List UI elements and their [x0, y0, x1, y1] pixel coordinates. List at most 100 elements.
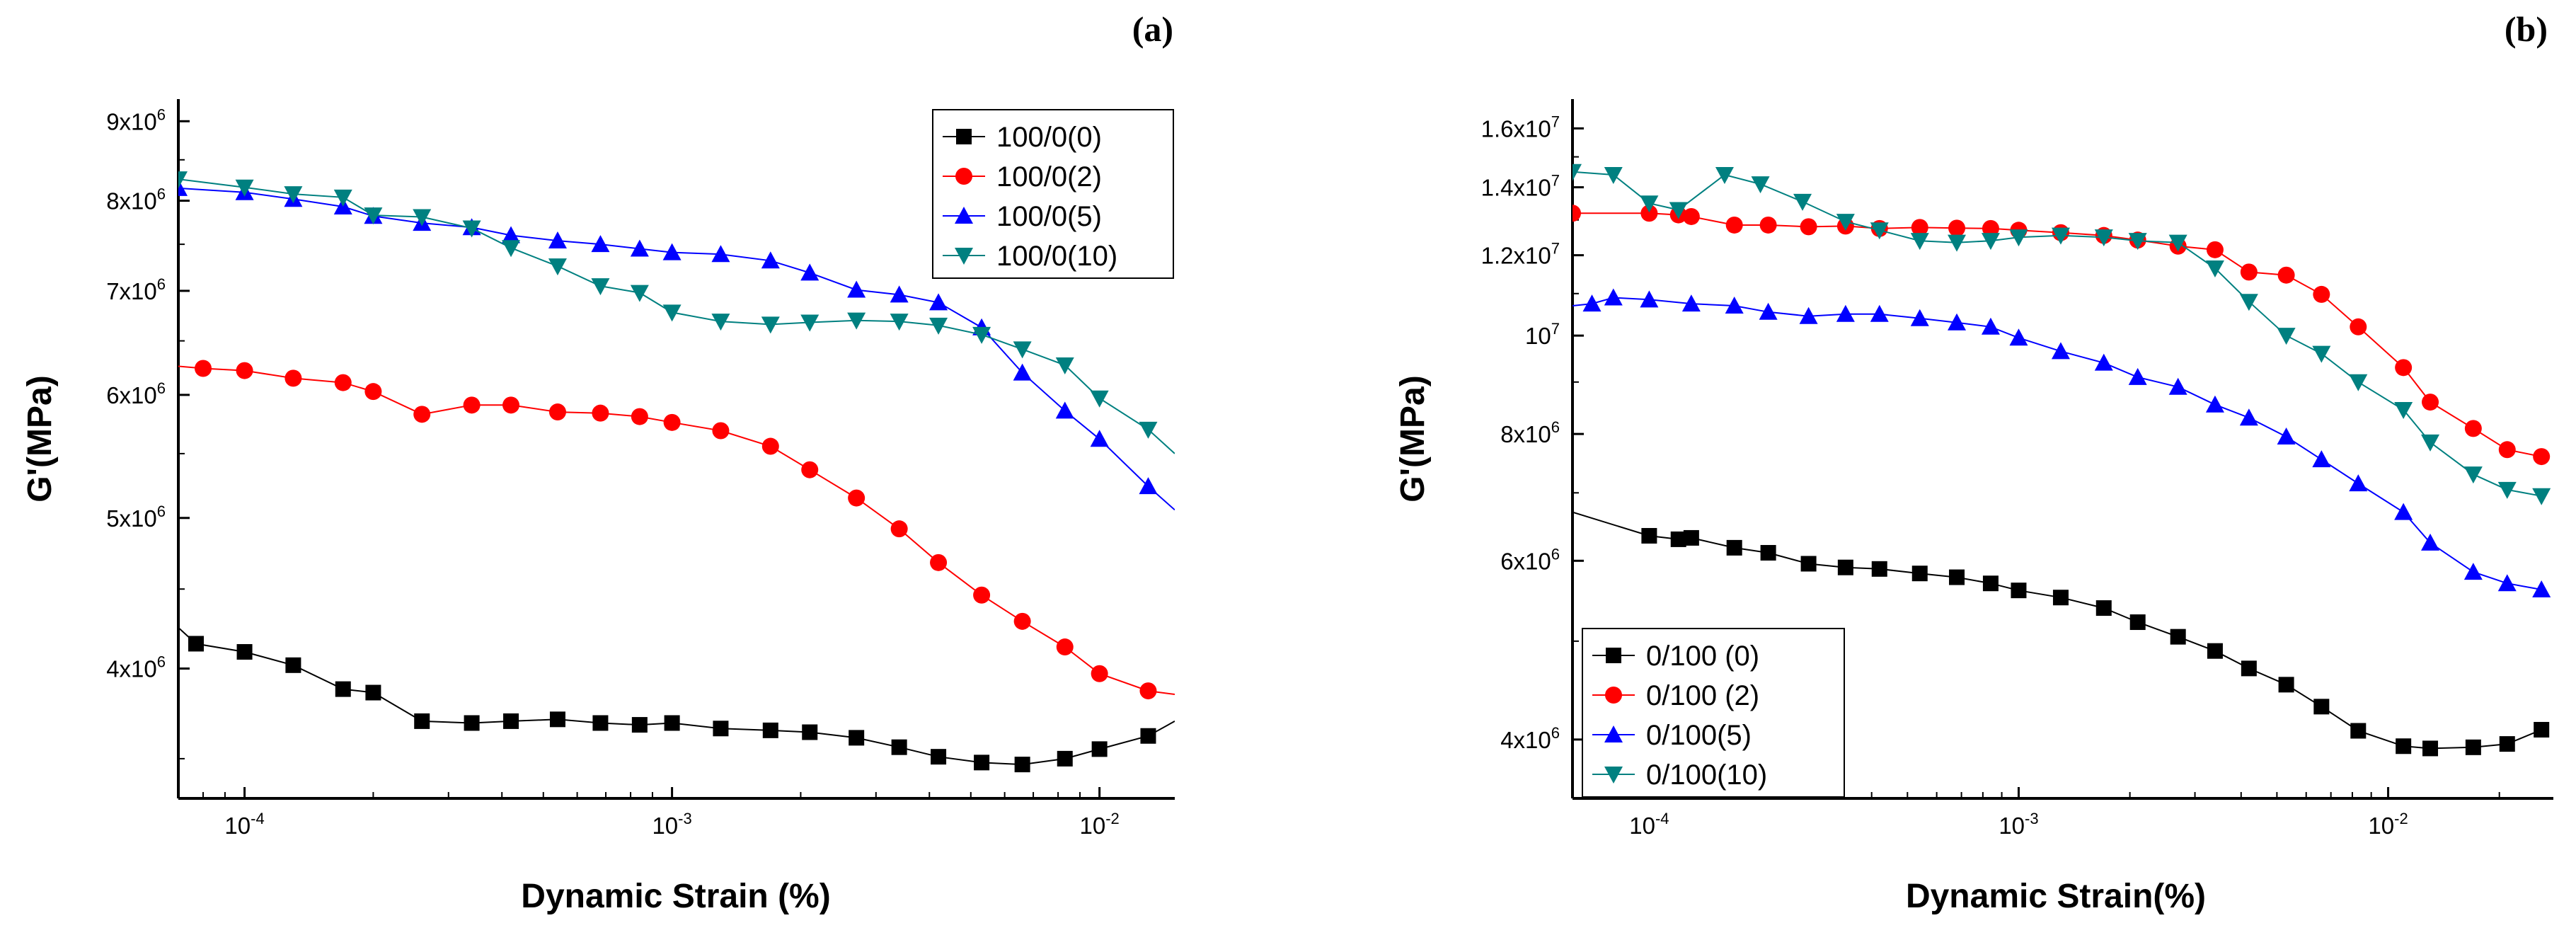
y-tick-label: 4x106 [1500, 724, 1560, 753]
data-point [662, 304, 682, 322]
legend-marker [955, 207, 973, 224]
data-point [2463, 466, 2483, 484]
data-point [1090, 390, 1109, 408]
data-point [463, 396, 481, 414]
data-point [284, 186, 303, 204]
data-point [592, 715, 609, 731]
data-point [195, 360, 212, 377]
legend-label: 100/0(10) [996, 241, 1117, 272]
data-point [630, 285, 649, 302]
legend-marker [955, 168, 972, 185]
data-point [2094, 353, 2113, 371]
data-point [365, 684, 381, 701]
data-point [1949, 569, 1965, 585]
series-layer [1572, 164, 2551, 757]
data-point [334, 374, 352, 391]
data-point [2532, 488, 2551, 505]
y-tick-label: 6x106 [106, 379, 166, 408]
data-point [235, 179, 254, 197]
data-point [631, 717, 648, 733]
data-point [1800, 556, 1817, 572]
data-point [631, 408, 648, 425]
data-point [662, 243, 682, 260]
data-point [1837, 559, 1853, 575]
data-point [2052, 590, 2069, 606]
data-point [178, 171, 188, 189]
data-point [2239, 294, 2258, 311]
data-point [761, 251, 780, 269]
data-point [2051, 342, 2070, 360]
data-point [712, 422, 730, 440]
data-point [1056, 638, 1074, 656]
data-point [2239, 408, 2258, 426]
data-point [1640, 205, 1658, 222]
data-point [2170, 629, 2186, 645]
data-point [1725, 216, 1743, 234]
data-point [503, 713, 519, 729]
y-tick-label: 8x106 [1500, 418, 1560, 447]
legend-label: 100/0(0) [996, 122, 1102, 153]
data-point [929, 317, 948, 335]
data-point [2422, 740, 2439, 757]
data-point [2095, 600, 2112, 616]
y-tick-label: 4x106 [106, 653, 166, 682]
data-point [891, 739, 907, 755]
data-point [711, 245, 730, 263]
data-point [1681, 294, 1701, 312]
data-point [1760, 544, 1776, 561]
panel-a: (a) G'(MPa) Dynamic Strain (%) 4x106 5x10… [21, 9, 1175, 915]
data-point [1800, 218, 1817, 236]
data-point [931, 749, 947, 765]
data-point [1910, 233, 1929, 251]
data-point [236, 362, 253, 379]
plot-area-b: 4x106 6x106 8x106 107 1.2x107 1.4x107 1.6x107 1… [1481, 99, 2553, 839]
data-point [1726, 539, 1742, 556]
data-point [335, 681, 351, 697]
data-point [414, 713, 430, 729]
data-point [2094, 229, 2113, 247]
x-axis-title-b: Dynamic Strain(%) [1906, 878, 2206, 915]
y-axis-title-b: G'(MPa) [1394, 375, 1432, 502]
data-point [2312, 345, 2331, 363]
data-point [2313, 699, 2330, 715]
panel-b: (b) G'(MPa) Dynamic Strain(%) 4x106 6x106… [1394, 9, 2553, 915]
data-point [1013, 341, 1032, 359]
data-point [1793, 193, 1812, 211]
legend-box [1582, 628, 1845, 798]
data-point [848, 489, 866, 507]
x-tick-label: 10-2 [2368, 810, 2408, 839]
data-point [1981, 233, 2000, 251]
data-point [1870, 304, 1889, 322]
data-point [1604, 288, 1623, 306]
data-point [1836, 304, 1855, 322]
data-point [364, 383, 382, 401]
data-point [1057, 750, 1073, 767]
data-point [2349, 374, 2368, 391]
panel-label-a: (a) [1132, 9, 1173, 49]
data-point [929, 293, 948, 311]
data-point [1140, 728, 1156, 744]
y-axis-title-a: G'(MPa) [21, 375, 59, 502]
legend-box [932, 109, 1174, 279]
data-point [2312, 450, 2331, 468]
y-tick-label: 7x106 [106, 275, 166, 304]
data-point [974, 755, 990, 771]
data-point [591, 278, 610, 296]
y-tick-label: 5x106 [106, 503, 166, 532]
data-point [2009, 229, 2028, 247]
data-point [2422, 394, 2439, 411]
data-point [802, 724, 818, 740]
data-point [1669, 202, 1688, 219]
data-point [333, 189, 352, 207]
data-point [2499, 736, 2515, 752]
data-point [890, 314, 909, 331]
data-point [236, 644, 253, 660]
data-point [1683, 529, 1699, 546]
legend: 100/0(0) 100/0(2) 100/0(5) 100/0(10) [932, 109, 1174, 279]
data-point [2349, 474, 2368, 492]
data-point [2277, 428, 2296, 445]
data-point [2277, 328, 2296, 345]
data-point [1948, 234, 1967, 252]
data-point [2128, 233, 2147, 251]
data-point [548, 231, 567, 249]
